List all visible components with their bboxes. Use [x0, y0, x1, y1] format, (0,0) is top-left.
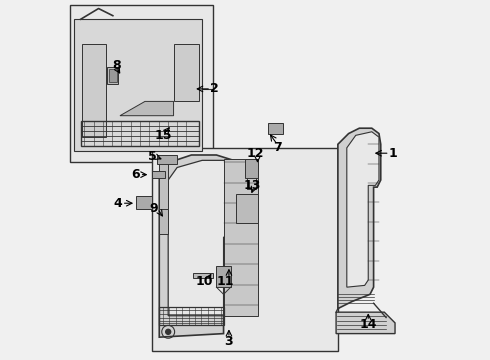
Circle shape	[166, 329, 171, 334]
Text: 2: 2	[210, 82, 219, 95]
Polygon shape	[159, 155, 258, 337]
Polygon shape	[157, 155, 177, 164]
Text: 10: 10	[195, 275, 213, 288]
Text: 5: 5	[148, 150, 156, 163]
Polygon shape	[74, 19, 202, 152]
Text: 1: 1	[389, 147, 397, 160]
Text: 14: 14	[360, 318, 377, 331]
Text: 6: 6	[132, 168, 140, 181]
Polygon shape	[82, 44, 106, 137]
Polygon shape	[245, 158, 258, 178]
Text: 12: 12	[247, 147, 265, 160]
Polygon shape	[223, 158, 258, 316]
Text: 13: 13	[244, 179, 261, 192]
Text: 3: 3	[224, 335, 233, 348]
Polygon shape	[236, 194, 258, 223]
Polygon shape	[217, 266, 231, 287]
Polygon shape	[152, 171, 165, 178]
Polygon shape	[120, 102, 173, 116]
Polygon shape	[159, 162, 168, 234]
Polygon shape	[136, 196, 152, 208]
Text: 9: 9	[149, 202, 158, 215]
Polygon shape	[107, 67, 118, 84]
Bar	[152, 148, 338, 351]
Polygon shape	[338, 128, 381, 309]
Text: 7: 7	[273, 141, 282, 154]
Polygon shape	[193, 273, 213, 278]
Polygon shape	[159, 208, 168, 234]
Polygon shape	[173, 44, 198, 102]
Polygon shape	[347, 132, 379, 287]
Polygon shape	[168, 160, 254, 316]
Bar	[70, 5, 213, 162]
Text: 8: 8	[112, 59, 121, 72]
Text: 11: 11	[217, 275, 234, 288]
Polygon shape	[268, 123, 283, 134]
Text: 4: 4	[114, 197, 122, 210]
Text: 15: 15	[154, 129, 172, 142]
Polygon shape	[336, 312, 395, 334]
Polygon shape	[109, 69, 117, 82]
